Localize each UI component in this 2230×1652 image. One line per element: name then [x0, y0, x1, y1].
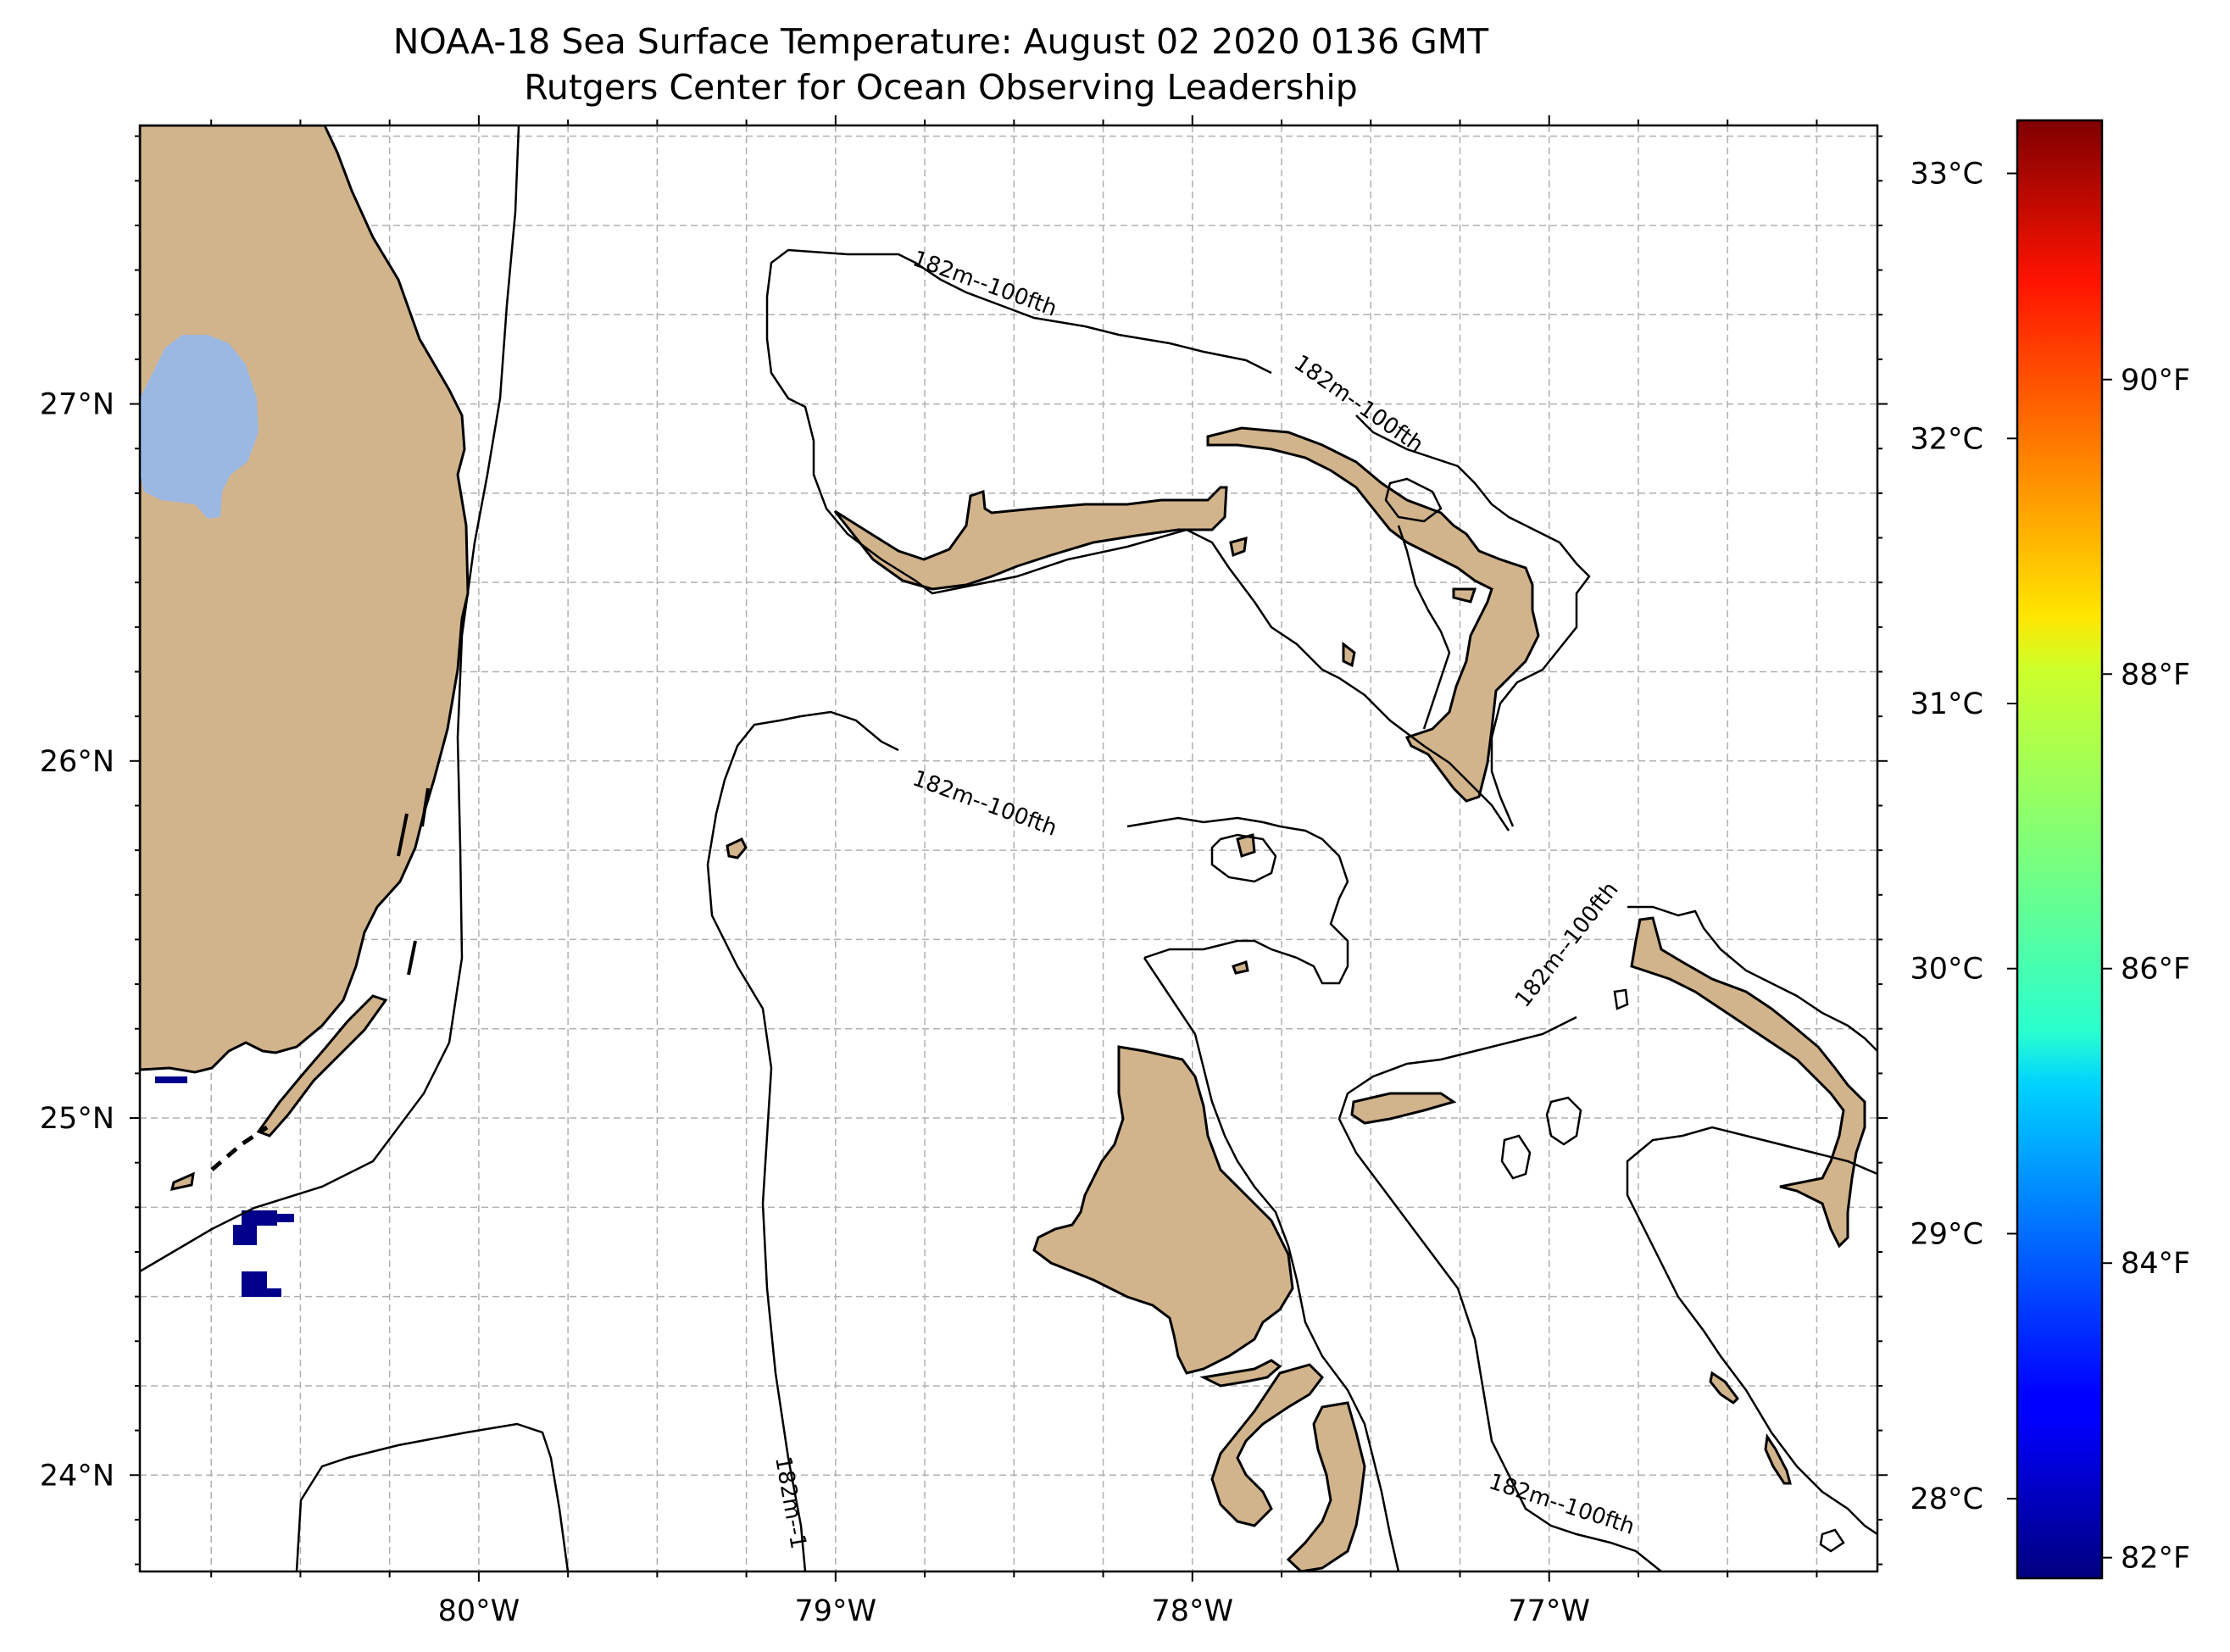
bimini [726, 837, 748, 859]
latitude-tick-label: 27°N [40, 388, 114, 422]
contour-little-bahama-top [886, 253, 1272, 375]
latitude-tick-label: 25°N [40, 1102, 114, 1136]
colorbar-fahrenheit-label: 84°F [2121, 1247, 2190, 1281]
latitude-tick-label: 24°N [40, 1459, 114, 1493]
contour-small-loop-2 [1500, 1134, 1532, 1180]
andros-south-2 [1286, 1401, 1366, 1571]
latitude-tick-label: 26°N [40, 745, 114, 779]
contour-small-loop-1 [1545, 1096, 1582, 1146]
sst-pixel-cluster [242, 1210, 277, 1226]
contour-tongue-of-ocean [1337, 1015, 1662, 1571]
contour-andros-west [1143, 957, 1400, 1571]
sst-pixel-cluster [277, 1214, 294, 1222]
contour-abaco-inner [1397, 525, 1451, 730]
bathymetry-contours [140, 125, 1877, 1571]
contour-exuma [1626, 1126, 1877, 1536]
colorbar-fahrenheit-label: 90°F [2121, 364, 2190, 398]
abaco-islet-3 [1452, 587, 1477, 604]
latitude-labels: 27°N 26°N 25°N 24°N [40, 388, 114, 1493]
colorbar-celsius-label: 32°C [1910, 422, 1983, 456]
andros-land [1032, 1045, 1294, 1375]
cay-3 [1764, 1432, 1792, 1485]
title-line-1: NOAA-18 Sea Surface Temperature: August … [392, 21, 1489, 62]
contour-lower-florida [295, 1422, 570, 1571]
contour-little-bahama-bank [765, 248, 1510, 832]
contour-small-loop-4 [1819, 1528, 1845, 1553]
title-line-2: Rutgers Center for Ocean Observing Leade… [524, 67, 1358, 108]
cay-2 [1709, 1371, 1739, 1404]
colorbar-celsius-label: 29°C [1910, 1217, 1983, 1251]
sst-pixel-cluster [233, 1225, 257, 1245]
longitude-labels: 80°W 79°W 78°W 77°W [438, 1594, 1590, 1628]
colorbar-celsius-label: 33°C [1910, 158, 1983, 192]
colorbar-fahrenheit-label: 86°F [2121, 953, 2190, 987]
lake-okeechobee [140, 335, 259, 519]
longitude-tick-label: 80°W [438, 1594, 520, 1628]
colorbar-celsius-label: 28°C [1910, 1482, 1983, 1516]
colorbar-celsius-ticks: 33°C 32°C 31°C 30°C 29°C 28°C [1910, 158, 2017, 1516]
contour-eleuthera [1627, 905, 1877, 1052]
great-abaco-land [1206, 426, 1540, 803]
axis-ticks [130, 115, 1888, 1582]
berry-islands [1232, 960, 1249, 975]
colorbar-celsius-label: 30°C [1910, 953, 1983, 987]
contour-straits-west [706, 715, 807, 1571]
sst-pixel-cluster [155, 1076, 187, 1083]
contour-abaco-east [1355, 414, 1591, 827]
gridlines [140, 125, 1877, 1571]
colorbar-fahrenheit-label: 88°F [2121, 658, 2190, 692]
sst-data-pixels [155, 1076, 294, 1297]
contour-abaco-loop [1384, 477, 1443, 523]
colorbar-fahrenheit-ticks: 90°F 88°F 86°F 84°F 82°F [2102, 364, 2190, 1576]
florida-keys [256, 994, 388, 1137]
sst-pixel-cluster [254, 1288, 281, 1297]
colorbar [2016, 119, 2104, 1580]
biscayne-fragment [397, 787, 430, 976]
colorbar-celsius-label: 31°C [1910, 687, 1983, 721]
contour-great-bahama-bank [1126, 816, 1349, 985]
eleuthera-east [1630, 916, 1866, 1249]
abaco-islet-2 [1342, 641, 1356, 668]
longitude-tick-label: 79°W [795, 1594, 877, 1628]
abaco-islet [1229, 536, 1248, 558]
longitude-tick-label: 78°W [1151, 1594, 1233, 1628]
chart-title: NOAA-18 Sea Surface Temperature: August … [136, 19, 1746, 110]
contour-straits-top [800, 710, 899, 752]
colorbar-fahrenheit-label: 82°F [2121, 1542, 2190, 1576]
andros-south [1210, 1363, 1324, 1527]
map-frame [138, 124, 1879, 1573]
grand-bahama-land [833, 486, 1228, 591]
contour-small-loop-3 [1613, 988, 1629, 1010]
contour-berry-loop [1210, 833, 1277, 883]
andros-islet [1199, 1359, 1282, 1388]
florida-key-fragment [170, 1171, 195, 1191]
eleuthera-land [1350, 1092, 1457, 1125]
contour-florida-shelf [140, 125, 520, 1273]
longitude-tick-label: 77°W [1508, 1594, 1590, 1628]
